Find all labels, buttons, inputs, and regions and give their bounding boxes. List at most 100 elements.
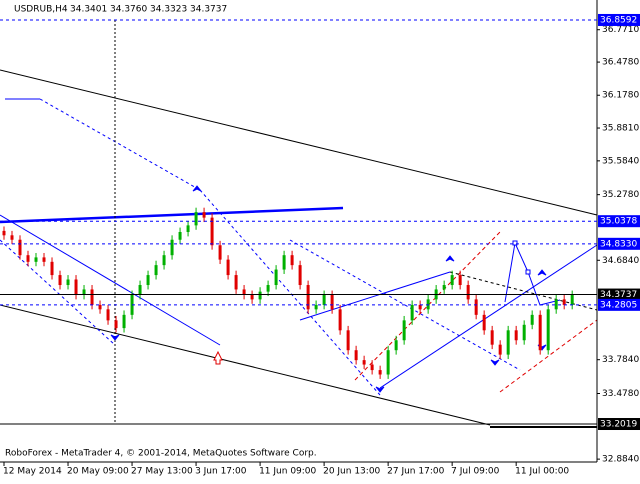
channel-line <box>39 98 201 191</box>
price-level-box <box>598 418 640 431</box>
x-tick-label: 11 Jul 00:00 <box>515 467 569 477</box>
candle-body <box>506 330 510 355</box>
candle-body <box>322 294 326 305</box>
y-tick-label: 35.8810 <box>602 124 639 134</box>
price-level-box <box>598 237 640 250</box>
candle-body <box>210 217 214 246</box>
y-tick-label: 36.1780 <box>602 91 639 101</box>
candle-body <box>106 309 110 321</box>
candle-body <box>122 314 126 329</box>
arrow-marker <box>213 350 223 365</box>
candle-body <box>226 259 230 276</box>
candle-body <box>202 212 206 218</box>
header-price: 34.3737 <box>190 5 227 15</box>
price-level-label: 34.2805 <box>600 300 637 310</box>
candle-body <box>402 320 406 341</box>
channel-line <box>0 239 116 346</box>
candle-body <box>490 330 494 345</box>
candle-body <box>354 350 358 361</box>
x-tick-label: 3 Jun 17:00 <box>195 467 247 477</box>
fractal-markers <box>110 185 547 393</box>
candle-body <box>66 279 70 286</box>
candle-body <box>186 225 190 232</box>
candle-body <box>234 275 238 290</box>
candle-body <box>82 289 86 295</box>
y-tick-label: 35.2780 <box>602 190 639 200</box>
candle-body <box>58 275 62 286</box>
trend-line <box>0 69 598 216</box>
x-tick-label: 12 May 2014 <box>3 467 62 477</box>
forecast-line <box>499 319 598 393</box>
candle-body <box>114 320 118 329</box>
footer-text: RoboForex - MetaTrader 4, © 2001-2014, M… <box>5 449 317 459</box>
price-level-label: 34.8330 <box>600 239 637 249</box>
candle-body <box>154 265 158 276</box>
candle-body <box>2 230 6 236</box>
candle-body <box>378 370 382 375</box>
candle-body <box>250 294 254 300</box>
header-price: 34.3401 <box>70 5 107 15</box>
candle-body <box>274 269 278 286</box>
candle-body <box>170 239 174 256</box>
candle-body <box>554 299 558 310</box>
candle-body <box>522 324 526 341</box>
candle-body <box>258 291 262 300</box>
candle-body <box>290 255 294 266</box>
candle-body <box>530 314 534 325</box>
candle-body <box>474 299 478 315</box>
candle-body <box>298 265 302 286</box>
candle-body <box>370 364 374 371</box>
candle-body <box>218 245 222 260</box>
candle-body <box>314 304 318 310</box>
x-tick-label: 20 Jun 13:00 <box>323 467 380 477</box>
candle-body <box>18 239 22 256</box>
symbol-label: USDRUB,H4 <box>14 5 68 15</box>
candle-body <box>98 304 102 310</box>
price-level-label: 33.2019 <box>600 420 637 430</box>
header-price: 34.3760 <box>110 5 147 15</box>
candle-body <box>514 330 518 341</box>
candle-body <box>386 350 390 375</box>
candle-body <box>562 299 566 305</box>
x-tick-label: 27 May 13:00 <box>131 467 193 477</box>
candle-body <box>482 314 486 331</box>
candle-body <box>10 235 14 240</box>
channel-line <box>379 244 598 389</box>
price-level-box <box>598 298 640 311</box>
candle-body <box>458 275 462 286</box>
candle-body <box>194 212 198 226</box>
candle-body <box>178 231 182 240</box>
candle-body <box>498 344 502 355</box>
candle-body <box>34 257 38 262</box>
y-tick-label: 35.5840 <box>602 156 639 166</box>
header-price: 34.3323 <box>150 5 187 15</box>
candle-body <box>74 279 78 295</box>
candle-body <box>410 304 414 321</box>
candle-body <box>394 340 398 351</box>
candle-body <box>138 285 142 295</box>
candle-body <box>242 289 246 295</box>
forecast-point <box>512 240 518 246</box>
candle-body <box>306 285 310 310</box>
candle-body <box>450 275 454 286</box>
channel-line <box>299 271 451 321</box>
candle-body <box>330 294 334 310</box>
price-level-box <box>598 13 640 26</box>
candle-body <box>346 330 350 351</box>
y-tick-label: 33.4780 <box>602 389 639 399</box>
candle-body <box>50 261 54 276</box>
channel-line <box>0 214 221 346</box>
candle-body <box>546 309 550 351</box>
candle-body <box>362 360 366 365</box>
y-tick-label: 34.6840 <box>602 256 639 266</box>
analysis-drawings <box>0 20 598 428</box>
y-tick-label: 33.7840 <box>602 355 639 365</box>
x-tick-label: 7 Jul 09:00 <box>451 467 500 477</box>
forecast-point <box>525 269 531 275</box>
price-level-label: 34.3737 <box>600 290 637 300</box>
y-tick-label: 36.4780 <box>602 58 639 68</box>
candle-body <box>538 314 542 351</box>
candle-body <box>466 285 470 300</box>
price-level-box <box>598 288 640 301</box>
